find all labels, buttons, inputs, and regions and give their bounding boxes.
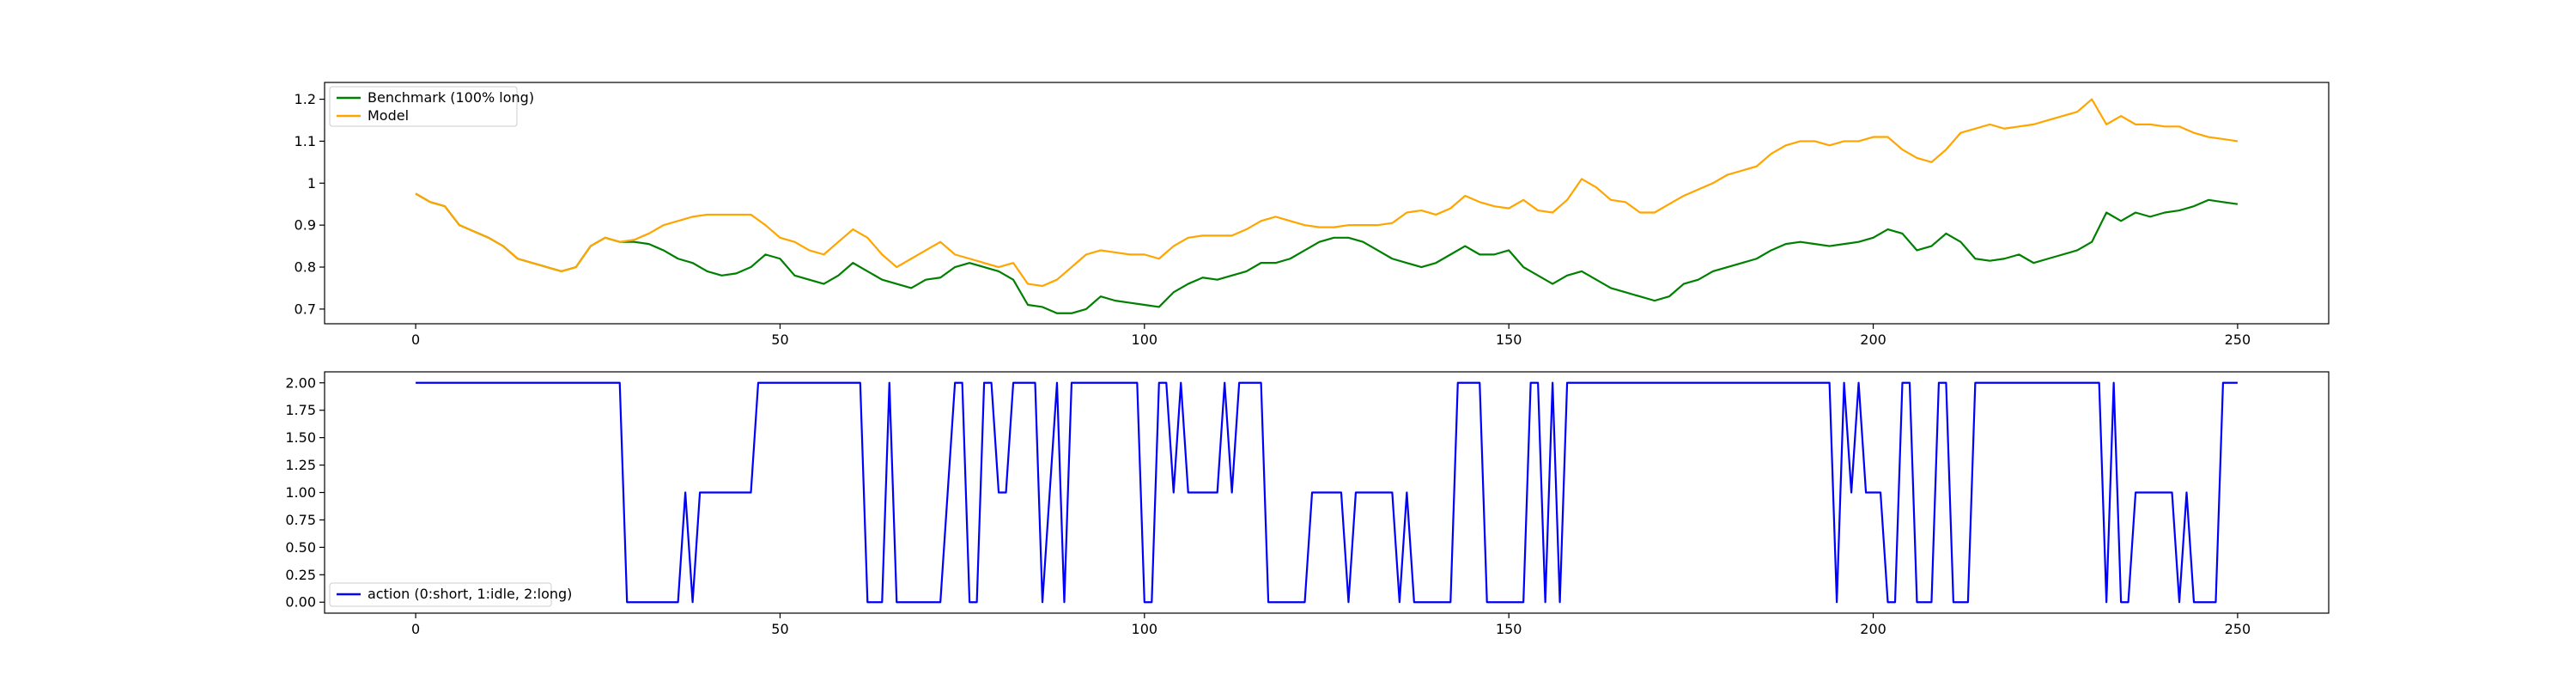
- top-y-tick-label: 0.9: [295, 217, 316, 234]
- top-x-tick-label: 0: [411, 331, 420, 348]
- top-x-tick-label: 250: [2225, 331, 2251, 348]
- bottom-chart-y-ticks: 0.00 0.25 0.50 0.75 1.00 1.25 1.50 1.75 2.00: [285, 374, 325, 611]
- top-y-tick-label: 0.7: [295, 301, 316, 317]
- top-y-tick-label: 1: [307, 175, 316, 192]
- top-legend-box: [329, 86, 518, 127]
- bottom-legend-box: [329, 582, 552, 607]
- bottom-y-tick-label: 1.75: [285, 402, 316, 418]
- top-y-tick-label: 0.8: [295, 259, 316, 276]
- bottom-y-tick-label: 1.00: [285, 484, 316, 501]
- bottom-y-tick-label: 1.50: [285, 429, 316, 446]
- top-series-line-0: [415, 192, 2239, 314]
- top-x-tick-label: 200: [1860, 331, 1886, 348]
- top-chart-x-ticks: 0 50 100 150 200 250: [411, 324, 2251, 348]
- bottom-chart-legend: action (0:short, 1:idle, 2:long): [329, 582, 572, 607]
- bottom-chart-x-ticks: 0 50 100 150 200 250: [411, 613, 2251, 637]
- legend-benchmark-label: Benchmark (100% long): [368, 89, 534, 106]
- bottom-chart-series: [416, 381, 2238, 604]
- top-x-tick-label: 50: [771, 331, 788, 348]
- bottom-y-tick-label: 1.25: [285, 457, 316, 473]
- bottom-chart-panel: 0 50 100 150 200 250 0.00 0.25 0.50 0.75 1.00 1.25…: [285, 371, 2330, 637]
- bottom-x-tick-label: 100: [1132, 621, 1158, 637]
- bottom-y-tick-label: 0.50: [285, 539, 316, 556]
- top-chart-y-ticks: 0.7 0.8 0.9 1 1.1 1.2: [295, 91, 325, 317]
- bottom-x-tick-label: 200: [1860, 621, 1886, 637]
- bottom-y-tick-label: 0.00: [285, 594, 316, 611]
- top-series-line-1: [415, 98, 2239, 288]
- top-chart-legend: Benchmark (100% long) Model: [329, 86, 534, 127]
- top-chart-panel: 0 50 100 150 200 250 0.7 0.8 0.9 1 1.1 1.2 Benchma…: [295, 82, 2330, 348]
- top-x-tick-label: 100: [1132, 331, 1158, 348]
- bottom-x-tick-label: 0: [411, 621, 420, 637]
- bottom-x-tick-label: 50: [771, 621, 788, 637]
- bottom-y-tick-label: 0.25: [285, 567, 316, 583]
- bottom-y-tick-label: 2.00: [285, 374, 316, 391]
- bottom-x-tick-label: 150: [1496, 621, 1522, 637]
- bottom-series-line-0: [416, 381, 2238, 604]
- legend-action-label: action (0:short, 1:idle, 2:long): [368, 586, 572, 602]
- bottom-y-tick-label: 0.75: [285, 512, 316, 528]
- legend-model-label: Model: [368, 107, 409, 124]
- top-chart-series: [415, 98, 2239, 314]
- bottom-x-tick-label: 250: [2225, 621, 2251, 637]
- top-chart-frame: [324, 82, 2330, 325]
- top-y-tick-label: 1.2: [295, 91, 316, 107]
- top-x-tick-label: 150: [1496, 331, 1522, 348]
- top-y-tick-label: 1.1: [295, 133, 316, 149]
